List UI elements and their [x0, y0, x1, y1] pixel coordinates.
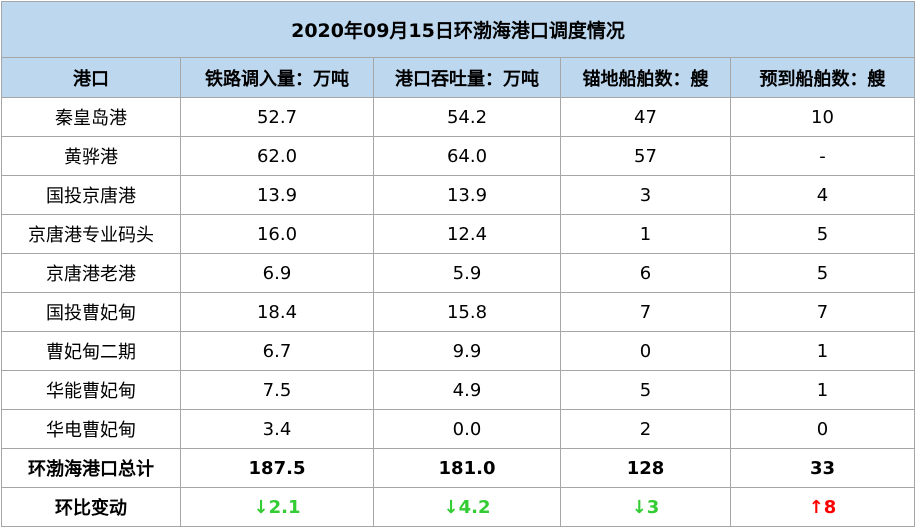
cell: ↑8 — [730, 487, 915, 527]
cell: 1 — [730, 331, 915, 371]
cell: 3.4 — [180, 409, 374, 449]
header-cell: 港口吞吐量：万吨 — [373, 57, 561, 98]
cell: 62.0 — [180, 136, 374, 176]
table-row: 国投曹妃甸 18.4 15.8 7 7 — [1, 292, 915, 332]
cell: 5 — [730, 253, 915, 293]
table-row: 秦皇岛港 52.7 54.2 47 10 — [1, 97, 915, 137]
table-title: 2020年09月15日环渤海港口调度情况 — [1, 1, 915, 58]
port-name: 国投曹妃甸 — [1, 292, 181, 332]
cell: 5 — [560, 370, 731, 410]
table-row: 环渤海港口总计 187.5 181.0 128 33 — [1, 448, 915, 488]
cell: 5 — [730, 214, 915, 254]
cell: 33 — [730, 448, 915, 488]
cell: 16.0 — [180, 214, 374, 254]
cell: 13.9 — [373, 175, 561, 215]
cell: 7.5 — [180, 370, 374, 410]
table-row: 黄骅港 62.0 64.0 57- — [1, 136, 915, 176]
header-cell: 铁路调入量：万吨 — [180, 57, 374, 98]
cell: ↓3 — [560, 487, 731, 527]
cell: 18.4 — [180, 292, 374, 332]
cell: 1 — [560, 214, 731, 254]
cell: ↓2.1 — [180, 487, 374, 527]
cell: 181.0 — [373, 448, 561, 488]
cell: 64.0 — [373, 136, 561, 176]
cell: 4 — [730, 175, 915, 215]
cell: 54.2 — [373, 97, 561, 137]
cell: 6.9 — [180, 253, 374, 293]
cell: 15.8 — [373, 292, 561, 332]
table-row: 京唐港专业码头 16.0 12.4 1 5 — [1, 214, 915, 254]
port-name: 环渤海港口总计 — [1, 448, 181, 488]
header-row: 港口 铁路调入量：万吨 港口吞吐量：万吨 锚地船舶数：艘 预到船舶数：艘 — [1, 57, 915, 98]
cell: 2 — [560, 409, 731, 449]
cell: 6 — [560, 253, 731, 293]
header-cell: 锚地船舶数：艘 — [560, 57, 731, 98]
cell: 187.5 — [180, 448, 374, 488]
cell: 4.9 — [373, 370, 561, 410]
cell: 6.7 — [180, 331, 374, 371]
cell: 12.4 — [373, 214, 561, 254]
cell: 13.9 — [180, 175, 374, 215]
cell: 0 — [730, 409, 915, 449]
port-name: 黄骅港 — [1, 136, 181, 176]
cell: 10 — [730, 97, 915, 137]
table-row: 曹妃甸二期 6.7 9.9 0 1 — [1, 331, 915, 371]
cell: 0 — [560, 331, 731, 371]
cell: 0.0 — [373, 409, 561, 449]
cell: 57 — [560, 136, 731, 176]
cell: 128 — [560, 448, 731, 488]
port-name: 华能曹妃甸 — [1, 370, 181, 410]
table-row: 京唐港老港 6.9 5.9 6 5 — [1, 253, 915, 293]
cell: 7 — [560, 292, 731, 332]
table-row: 华电曹妃甸 3.4 0.0 2 0 — [1, 409, 915, 449]
title-row: 2020年09月15日环渤海港口调度情况 — [1, 1, 915, 58]
cell: 52.7 — [180, 97, 374, 137]
cell: 47 — [560, 97, 731, 137]
cell: 1 — [730, 370, 915, 410]
table-row: 国投京唐港 13.9 13.9 3 4 — [1, 175, 915, 215]
port-name: 华电曹妃甸 — [1, 409, 181, 449]
cell: 5.9 — [373, 253, 561, 293]
cell: 7 — [730, 292, 915, 332]
header-cell: 港口 — [1, 57, 181, 98]
cell: 9.9 — [373, 331, 561, 371]
table-row: 环比变动 ↓2.1 ↓4.2 ↓3 ↑8 — [1, 487, 915, 527]
port-name: 曹妃甸二期 — [1, 331, 181, 371]
table-row: 华能曹妃甸 7.5 4.9 5 1 — [1, 370, 915, 410]
cell: ↓4.2 — [373, 487, 561, 527]
port-name: 京唐港老港 — [1, 253, 181, 293]
cell: - — [730, 136, 915, 176]
cell: 3 — [560, 175, 731, 215]
port-name: 环比变动 — [1, 487, 181, 527]
port-name: 国投京唐港 — [1, 175, 181, 215]
table-body: 秦皇岛港 52.7 54.2 47 10 黄骅港 62.0 64.0 57- 国投京唐港 13.9 1… — [1, 97, 915, 527]
port-name: 京唐港专业码头 — [1, 214, 181, 254]
header-cell: 预到船舶数：艘 — [730, 57, 915, 98]
port-name: 秦皇岛港 — [1, 97, 181, 137]
